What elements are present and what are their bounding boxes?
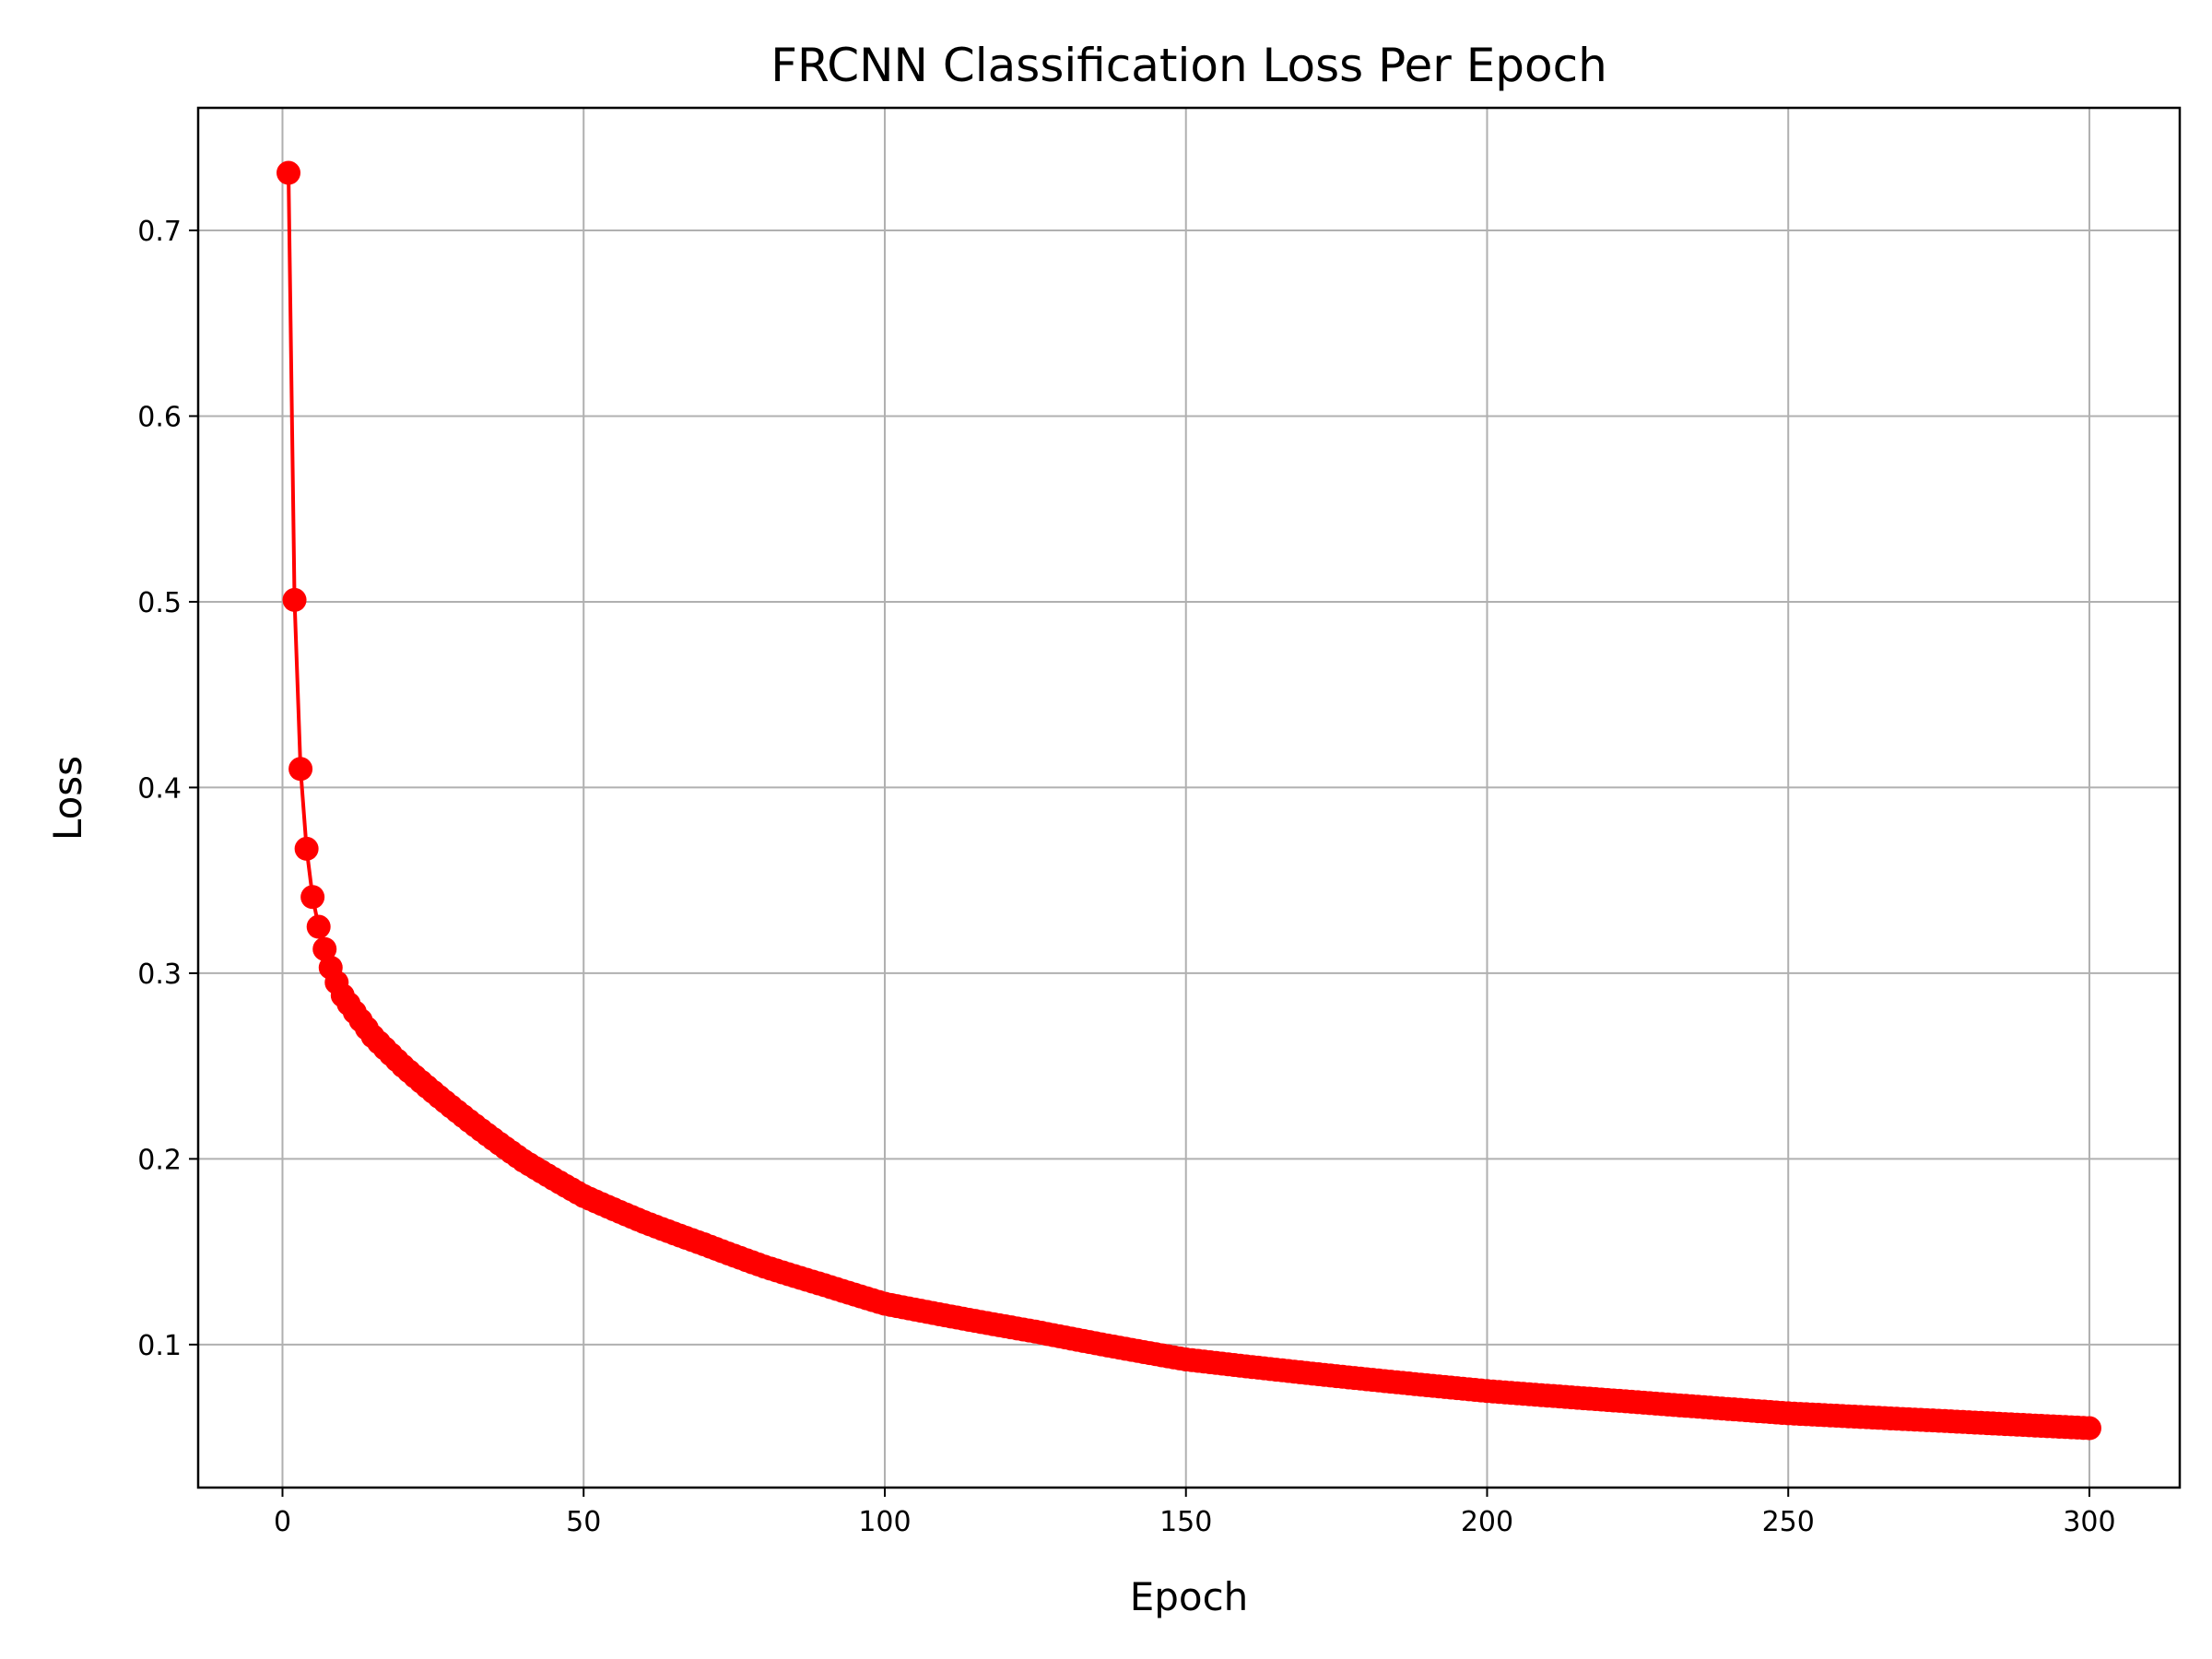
y-tick-label: 0.2 (137, 1144, 182, 1176)
data-series (276, 160, 2101, 1441)
plot-frame (196, 106, 2182, 1489)
y-tick-label: 0.3 (137, 959, 182, 991)
loss-point (312, 936, 337, 961)
chart-title: FRCNN Classification Loss Per Epoch (771, 39, 1607, 92)
x-tick-label: 100 (858, 1506, 911, 1538)
y-tick-label: 0.5 (137, 587, 182, 619)
x-tick-label: 200 (1461, 1506, 1513, 1538)
y-tick-label: 0.4 (137, 772, 182, 805)
y-axis-label: Loss (45, 756, 90, 841)
loss-point (306, 914, 331, 939)
loss-point (2077, 1416, 2101, 1441)
y-tick-label: 0.1 (137, 1330, 182, 1362)
x-tick-label: 0 (274, 1506, 291, 1538)
x-tick-label: 150 (1159, 1506, 1212, 1538)
loss-point (282, 587, 307, 612)
axis-ticks: 0 50 100 150 200 250 300 0.1 0.2 0.3 0.4 0.5 0.6 0.7 (137, 216, 2115, 1538)
loss-point (276, 160, 301, 185)
x-tick-label: 250 (1762, 1506, 1815, 1538)
x-tick-label: 300 (2063, 1506, 2115, 1538)
loss-point (288, 757, 313, 782)
loss-point (294, 836, 319, 861)
y-tick-label: 0.7 (137, 216, 182, 248)
x-tick-label: 50 (566, 1506, 601, 1538)
loss-point (300, 885, 325, 910)
y-tick-label: 0.6 (137, 401, 182, 433)
x-axis-label: Epoch (1130, 1574, 1249, 1619)
